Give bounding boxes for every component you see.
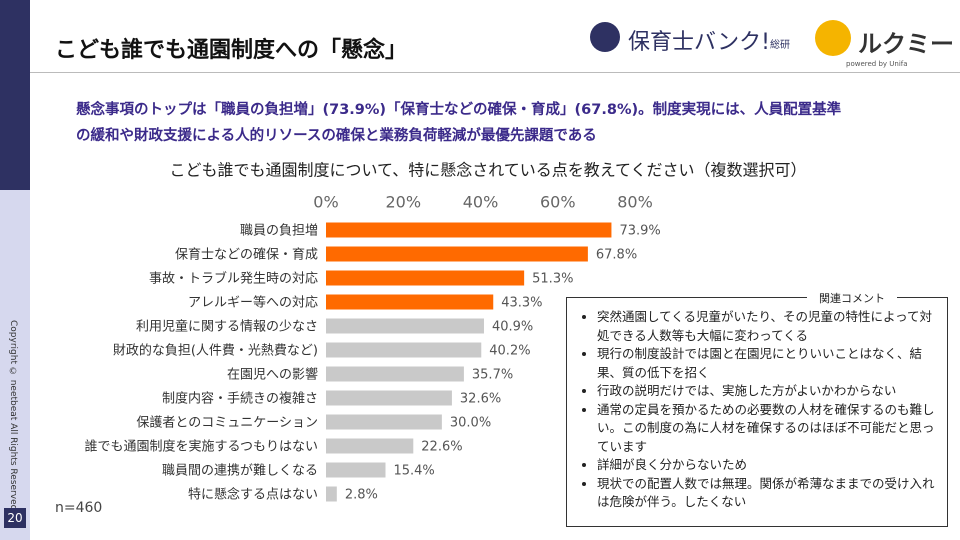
summary-line: の緩和や財政支援による人的リソースの確保と業務負荷軽減が最優先課題である <box>76 128 597 144</box>
bar <box>326 438 414 454</box>
y-tick-label: 保育士などの確保・育成 <box>175 247 318 263</box>
y-tick-label: 特に懸念する点はない <box>188 487 318 503</box>
logo-sub: 総研 <box>770 40 790 51</box>
summary-line: 懸念事項のトップは「職員の負担増」(73.9%)「保育士などの確保・育成」(67… <box>76 102 842 118</box>
logo-second-icon <box>815 20 851 56</box>
bar <box>326 318 484 334</box>
value-label: 22.6% <box>421 440 462 455</box>
value-label: 40.9% <box>492 320 533 335</box>
comment: 行政の説明だけでは、実施した方がよいかわからない <box>597 382 939 401</box>
x-tick-label: 80% <box>617 193 653 212</box>
comment: 現状での配置人数では無理。関係が希薄なままでの受け入れは危険が伴う。したくない <box>597 475 939 512</box>
bar <box>326 270 525 286</box>
x-tick-label: 40% <box>463 193 499 212</box>
value-label: 73.9% <box>619 224 660 239</box>
y-tick-label: 保護者とのコミュニケーション <box>136 415 318 431</box>
page-number: 20 <box>4 508 26 528</box>
value-label: 35.7% <box>472 368 513 383</box>
y-tick-label: 職員間の連携が難しくなる <box>162 463 318 479</box>
logo-main: 保育士バンク! <box>628 30 770 55</box>
y-tick-label: 利用児童に関する情報の少なさ <box>136 319 318 335</box>
bar <box>326 222 612 238</box>
bar <box>326 462 386 478</box>
sidebar-bottom <box>0 190 30 540</box>
comments-title: 関連コメント <box>807 290 897 306</box>
value-label: 2.8% <box>345 488 378 503</box>
slide-title: こども誰でも通園制度への「懸念」 <box>55 38 408 63</box>
comment: 突然通園してくる児童がいたり、その児童の特性によって対処できる人数等も大幅に変わ… <box>597 308 939 345</box>
bar <box>326 486 337 502</box>
logo-second-sub: powered by Unifa <box>846 60 908 68</box>
y-tick-label: 制度内容・手続きの複雑さ <box>162 391 318 407</box>
bar <box>326 342 482 358</box>
y-tick-label: 誰でも通園制度を実施するつもりはない <box>85 439 318 455</box>
x-tick-label: 0% <box>313 193 338 212</box>
value-label: 67.8% <box>596 248 637 263</box>
bar <box>326 390 452 406</box>
y-tick-label: 財政的な負担(人件費・光熱費など) <box>113 343 318 359</box>
logo-second: ルクミー <box>858 30 954 58</box>
x-tick-label: 60% <box>540 193 576 212</box>
copyright: Copyright © neetbeat All Rights Reserved… <box>8 320 18 514</box>
comments-list: 突然通園してくる児童がいたり、その児童の特性によって対処できる人数等も大幅に変わ… <box>575 308 939 512</box>
value-label: 40.2% <box>489 344 530 359</box>
value-label: 43.3% <box>501 296 542 311</box>
value-label: 51.3% <box>532 272 573 287</box>
bar <box>326 414 442 430</box>
sample-size: n=460 <box>55 500 103 516</box>
y-tick-label: 事故・トラブル発生時の対応 <box>149 271 318 287</box>
y-tick-label: アレルギー等への対応 <box>188 295 318 311</box>
x-tick-label: 20% <box>385 193 421 212</box>
comments-box: 関連コメント 突然通園してくる児童がいたり、その児童の特性によって対処できる人数… <box>566 290 948 527</box>
y-tick-label: 在園児への影響 <box>227 367 318 383</box>
value-label: 32.6% <box>460 392 501 407</box>
y-tick-label: 職員の負担増 <box>240 224 318 239</box>
value-label: 30.0% <box>450 416 491 431</box>
bar <box>326 366 464 382</box>
comment: 現行の制度設計では園と在園児にとりいいことはなく、結果、質の低下を招く <box>597 345 939 382</box>
comment: 詳細が良く分からないため <box>597 456 939 475</box>
sidebar-top <box>0 0 30 190</box>
bar <box>326 294 494 310</box>
comment: 通常の定員を預かるための必要数の人材を確保するのも難しい。この制度の為に人材を確… <box>597 401 939 457</box>
logo-icon <box>590 22 620 52</box>
title-rule <box>30 72 960 73</box>
value-label: 15.4% <box>393 464 434 479</box>
chart-title: こども誰でも通園制度について、特に懸念されている点を教えてください（複数選択可） <box>170 161 807 180</box>
bar <box>326 246 588 262</box>
